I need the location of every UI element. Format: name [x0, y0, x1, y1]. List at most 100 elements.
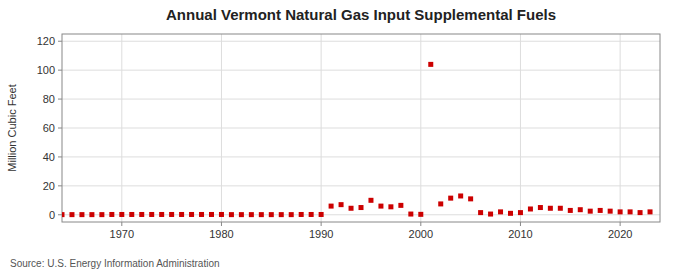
- point: [62, 212, 65, 217]
- tick: [420, 222, 421, 226]
- point: [69, 212, 74, 217]
- point: [299, 212, 304, 217]
- point: [648, 209, 653, 214]
- point: [329, 204, 334, 209]
- tick: [121, 222, 122, 226]
- grid-line: [62, 185, 660, 186]
- tick-label: 1990: [309, 228, 333, 240]
- point: [279, 212, 284, 217]
- tick-label: 60: [43, 122, 55, 134]
- point: [428, 62, 433, 67]
- grid-line: [620, 34, 621, 222]
- point: [249, 212, 254, 217]
- point: [408, 212, 413, 217]
- point: [309, 212, 314, 217]
- point: [189, 212, 194, 217]
- point: [129, 212, 134, 217]
- tick: [58, 70, 62, 71]
- grid-line: [221, 34, 222, 222]
- grid-line: [62, 41, 660, 42]
- tick: [321, 222, 322, 226]
- point: [368, 198, 373, 203]
- point: [518, 210, 523, 215]
- source: Source: U.S. Energy Information Administ…: [10, 258, 220, 269]
- tick-label: 20: [43, 180, 55, 192]
- point: [448, 196, 453, 201]
- point: [159, 212, 164, 217]
- tick: [221, 222, 222, 226]
- tick-label: 120: [37, 35, 55, 47]
- point: [588, 209, 593, 214]
- point: [169, 212, 174, 217]
- point: [119, 212, 124, 217]
- point: [598, 208, 603, 213]
- point: [319, 212, 324, 217]
- point: [199, 212, 204, 217]
- point: [388, 204, 393, 209]
- point: [289, 212, 294, 217]
- grid-line: [520, 34, 521, 222]
- point: [458, 193, 463, 198]
- point: [179, 212, 184, 217]
- tick: [58, 156, 62, 157]
- point: [99, 212, 104, 217]
- tick: [58, 99, 62, 100]
- title: Annual Vermont Natural Gas Input Supplem…: [166, 6, 556, 23]
- grid-line: [321, 34, 322, 222]
- point: [209, 212, 214, 217]
- grid-line: [62, 128, 660, 129]
- point: [558, 206, 563, 211]
- point: [259, 212, 264, 217]
- point: [628, 209, 633, 214]
- point: [149, 212, 154, 217]
- point: [438, 201, 443, 206]
- plot-frame: [62, 34, 660, 222]
- grid-line: [420, 34, 421, 222]
- tick: [58, 214, 62, 215]
- point: [538, 205, 543, 210]
- points: [62, 62, 653, 217]
- axes: 020406080100120197019801990200020102020: [37, 34, 660, 240]
- point: [79, 212, 84, 217]
- tick: [58, 185, 62, 186]
- point: [229, 212, 234, 217]
- point: [139, 212, 144, 217]
- tick-label: 1970: [110, 228, 134, 240]
- point: [478, 210, 483, 215]
- tick-label: 40: [43, 151, 55, 163]
- point: [339, 202, 344, 207]
- point: [219, 212, 224, 217]
- point: [618, 209, 623, 214]
- point: [239, 212, 244, 217]
- grid: [62, 34, 660, 222]
- point: [89, 212, 94, 217]
- grid-line: [62, 156, 660, 157]
- point: [608, 209, 613, 214]
- point: [468, 196, 473, 201]
- grid-line: [121, 34, 122, 222]
- tick: [58, 128, 62, 129]
- grid-line: [62, 70, 660, 71]
- grid-line: [62, 99, 660, 100]
- point: [109, 212, 114, 217]
- point: [398, 203, 403, 208]
- tick-label: 2000: [409, 228, 433, 240]
- point: [548, 206, 553, 211]
- tick: [520, 222, 521, 226]
- tick-label: 0: [49, 209, 55, 221]
- chart: 020406080100120197019801990200020102020M…: [0, 0, 675, 275]
- point: [488, 212, 493, 217]
- point: [269, 212, 274, 217]
- point: [418, 212, 423, 217]
- tick: [620, 222, 621, 226]
- tick-label: 2020: [608, 228, 632, 240]
- point: [498, 209, 503, 214]
- tick-label: 80: [43, 93, 55, 105]
- point: [378, 204, 383, 209]
- point: [638, 210, 643, 215]
- point: [359, 205, 364, 210]
- tick: [58, 41, 62, 42]
- point: [528, 206, 533, 211]
- y-axis-label: Million Cubic Feet: [6, 84, 18, 171]
- tick-label: 100: [37, 64, 55, 76]
